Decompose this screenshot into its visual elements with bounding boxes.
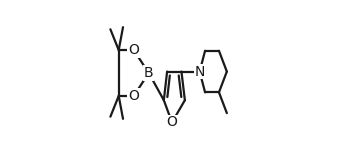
Text: O: O xyxy=(166,115,177,129)
Text: B: B xyxy=(144,66,153,80)
Text: O: O xyxy=(128,43,139,57)
Text: N: N xyxy=(194,65,205,79)
Text: O: O xyxy=(128,89,139,103)
